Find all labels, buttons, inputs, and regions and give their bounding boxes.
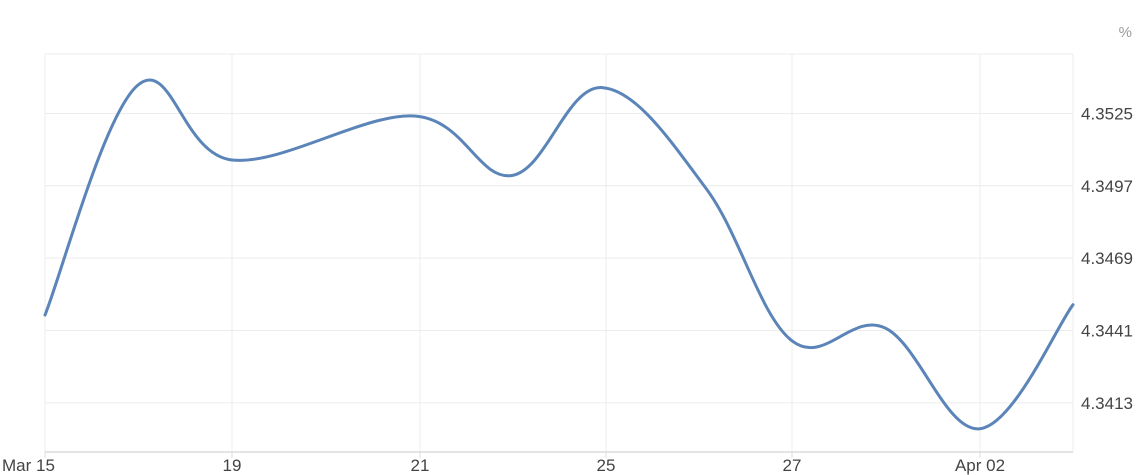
series-layer [43, 78, 1075, 431]
series-line [43, 78, 1075, 431]
y-tick-label: 4.3469 [1081, 249, 1133, 268]
y-tick-label: 4.3497 [1081, 177, 1133, 196]
data-point [704, 186, 708, 190]
data-point [43, 313, 47, 317]
x-tick-label: Apr 02 [955, 456, 1005, 475]
data-point [883, 326, 887, 330]
x-tick-label: 19 [223, 456, 242, 475]
data-point [790, 339, 794, 343]
y-tick-label: 4.3525 [1081, 104, 1133, 123]
y-tick-label: 4.3441 [1081, 322, 1133, 341]
x-tick-label: Mar 15 [2, 456, 55, 475]
x-axis: Mar 15 19 21 25 27 Apr 02 [2, 452, 1005, 475]
data-point [230, 158, 234, 162]
data-point [510, 173, 514, 177]
data-point [978, 427, 982, 431]
unit-label: % [1119, 24, 1132, 41]
data-point [136, 83, 140, 87]
y-tick-label: 4.3413 [1081, 394, 1133, 413]
data-point [600, 86, 604, 90]
x-tick-label: 21 [411, 456, 430, 475]
data-point [412, 114, 416, 118]
x-tick-label: 25 [597, 456, 616, 475]
grid-lines [44, 53, 1074, 453]
y-axis: 4.3525 4.3497 4.3469 4.3441 4.3413 [1081, 104, 1133, 412]
data-point [1071, 303, 1075, 307]
x-tick-label: 27 [783, 456, 802, 475]
